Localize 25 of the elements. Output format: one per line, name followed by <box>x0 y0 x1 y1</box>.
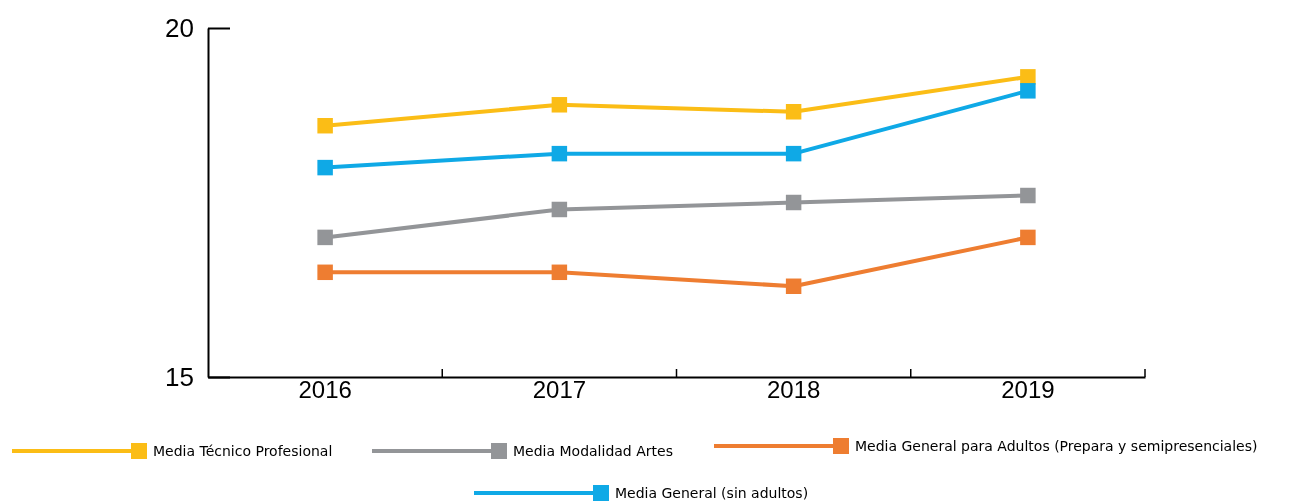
point <box>785 278 802 295</box>
point <box>785 104 802 120</box>
x-tick-label: 2019 <box>1001 376 1055 403</box>
point <box>551 97 568 113</box>
point <box>1020 83 1036 99</box>
point <box>551 201 568 218</box>
y-tick-label: 20 <box>165 12 194 43</box>
point <box>317 117 333 134</box>
point <box>1020 229 1036 246</box>
y-tick-label: 15 <box>165 361 194 392</box>
point <box>785 194 802 211</box>
legend-label: Media Técnico Profesional <box>153 442 333 459</box>
x-tick-label: 2018 <box>766 376 821 403</box>
x-tick-label: 2016 <box>298 376 352 403</box>
x-tick-label: 2017 <box>532 376 587 403</box>
point <box>317 229 333 246</box>
point <box>551 145 568 162</box>
point <box>1020 187 1036 204</box>
point <box>785 145 802 162</box>
point <box>317 159 333 176</box>
point <box>551 264 568 281</box>
point <box>317 264 333 281</box>
legend-label: Media General (sin adultos) <box>615 484 809 501</box>
legend-label: Media General para Adultos (Prepara y semipresenciales) <box>855 437 1258 454</box>
legend-label: Media Modalidad Artes <box>513 442 673 459</box>
